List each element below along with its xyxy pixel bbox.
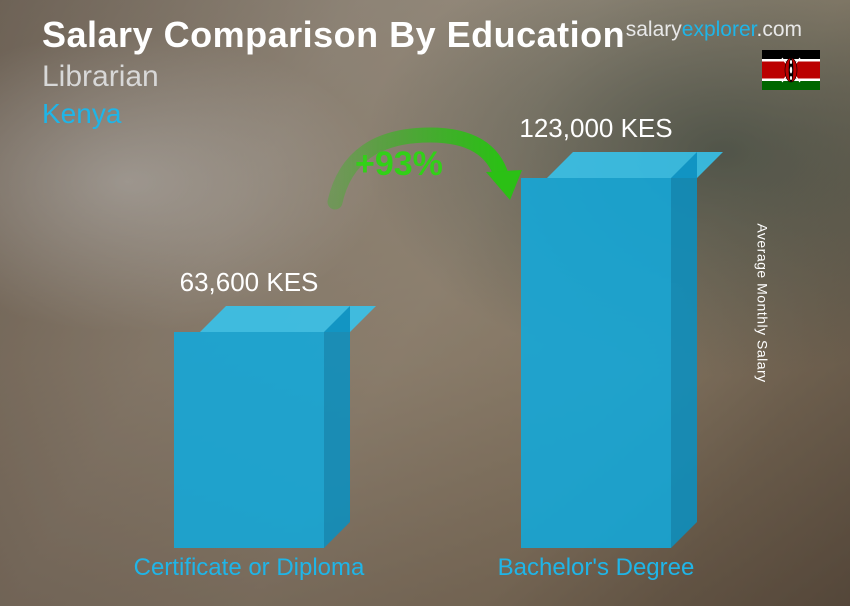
bar-value-label: 123,000 KES [496, 113, 696, 144]
kenya-flag-icon [762, 50, 820, 90]
chart-subtitle-job: Librarian [42, 60, 625, 94]
brand-label: salaryexplorer.com [626, 18, 802, 42]
chart-title: Salary Comparison By Education [42, 14, 625, 56]
bar-3d [174, 306, 350, 548]
bar-category-label: Bachelor's Degree [466, 554, 726, 582]
brand-suffix: .com [756, 18, 802, 41]
bar-front-face [521, 178, 671, 548]
bar-value-label: 63,600 KES [149, 267, 349, 298]
brand-mid: explorer [682, 18, 757, 41]
container: Salary Comparison By Education Librarian… [0, 0, 850, 606]
bar-side-face [324, 306, 350, 548]
bar-category-label: Certificate or Diploma [119, 554, 379, 582]
brand-prefix: salary [626, 18, 682, 41]
bar-side-face [671, 152, 697, 548]
percent-increase-label: +93% [355, 145, 443, 184]
bar-front-face [174, 332, 324, 548]
bar-chart: 63,600 KES Certificate or Diploma 123,00… [0, 152, 850, 582]
bar-3d [521, 152, 697, 548]
